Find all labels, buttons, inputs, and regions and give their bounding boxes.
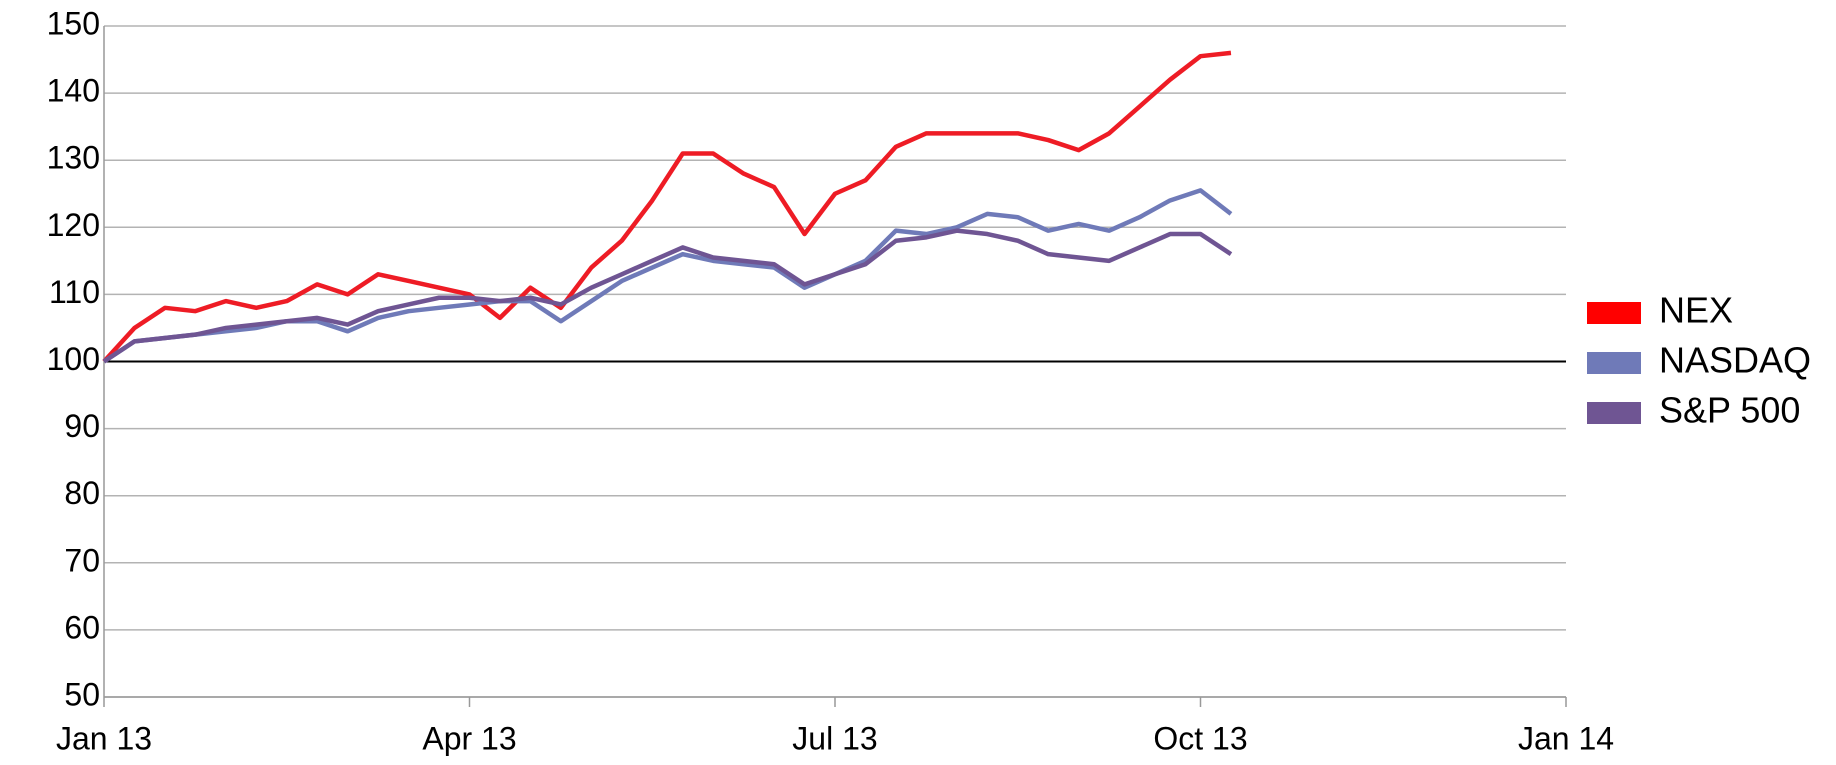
series-line: [102, 228, 1233, 364]
x-tick-label: Apr 13: [422, 720, 516, 756]
y-tick-label: 110: [49, 274, 100, 310]
y-tick-label: 150: [47, 5, 100, 41]
y-tick-label: 140: [47, 73, 100, 109]
y-tick-label: 100: [47, 341, 100, 377]
series-line: [102, 50, 1232, 364]
x-tick-label: Jan 13: [56, 720, 152, 756]
legend-label: NASDAQ: [1659, 340, 1811, 381]
y-tick-label: 70: [64, 542, 100, 578]
series-line: [102, 188, 1233, 364]
legend-label: S&P 500: [1659, 390, 1800, 431]
legend-swatch: [1587, 402, 1641, 424]
y-tick-label: 80: [64, 475, 100, 511]
legend-swatch: [1587, 352, 1641, 374]
y-tick-label: 130: [47, 140, 100, 176]
x-tick-label: Jan 14: [1518, 720, 1614, 756]
legend-swatch: [1587, 302, 1641, 324]
y-tick-label: 60: [64, 609, 100, 645]
x-tick-label: Jul 13: [792, 720, 877, 756]
y-tick-label: 90: [64, 408, 100, 444]
y-tick-label: 120: [47, 207, 100, 243]
x-tick-label: Oct 13: [1153, 720, 1247, 756]
legend-label: NEX: [1659, 290, 1733, 331]
y-tick-label: 50: [64, 676, 100, 712]
